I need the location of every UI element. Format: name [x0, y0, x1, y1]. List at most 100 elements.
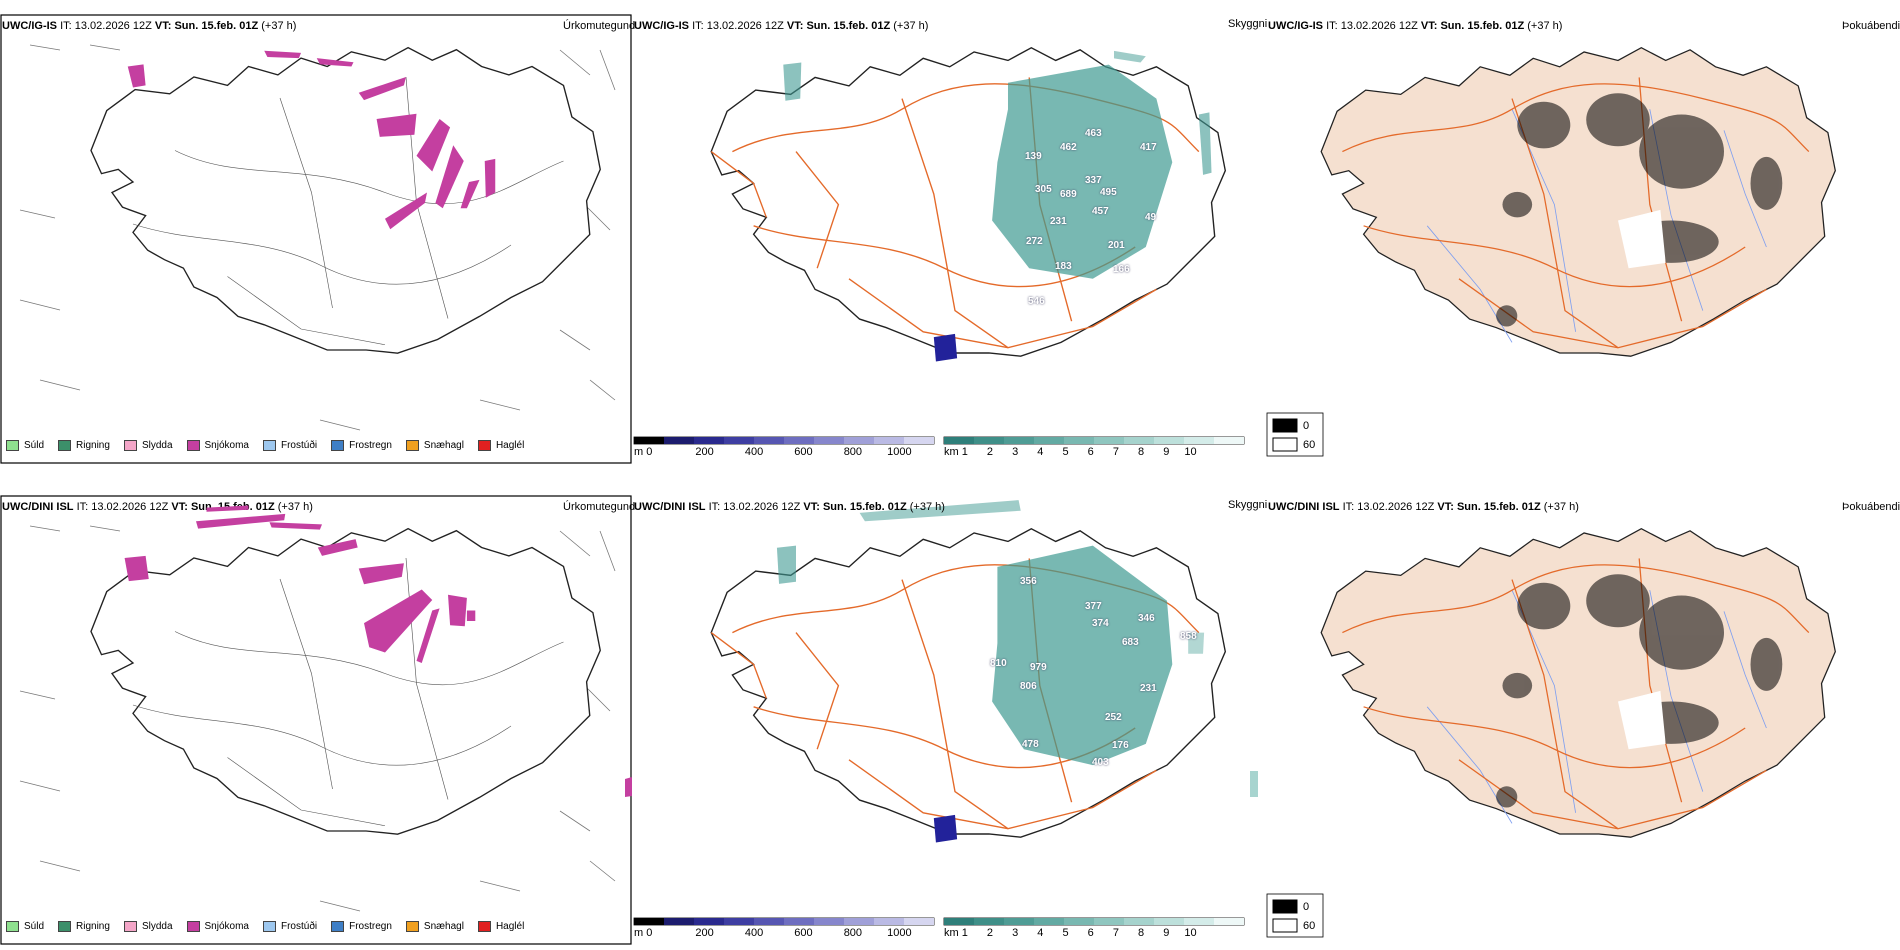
legend-item: Haglél — [477, 440, 524, 451]
cloud-label: 689 — [1060, 189, 1077, 200]
panel-title-fog: Þokuábendi — [1842, 501, 1900, 513]
it-value: 13.02.2026 12Z — [74, 20, 152, 32]
cloud-label: 201 — [1108, 240, 1125, 251]
header-model-info: UWC/IG-IS IT: 13.02.2026 12Z VT: Sun. 15… — [1268, 20, 1562, 32]
legend-item: Frostúði — [262, 921, 317, 932]
header-model-info: UWC/DINI ISL IT: 13.02.2026 12Z VT: Sun.… — [1268, 501, 1579, 513]
low-cloud-area — [992, 64, 1173, 279]
it-value: 13.02.2026 12Z — [1340, 20, 1418, 32]
legend-item: Haglél — [477, 921, 524, 932]
lead-time: (+37 h) — [1527, 20, 1563, 32]
legend-item: Snjókoma — [186, 921, 249, 932]
vt-label: VT: — [154, 20, 172, 32]
row-2-maps — [0, 495, 1836, 945]
it-label: IT: — [692, 20, 704, 32]
fog-legend-60: 60 — [1303, 439, 1316, 451]
vt-value: Sun. 15.feb. 01Z — [174, 20, 259, 32]
it-label: IT: — [708, 501, 721, 513]
cloud-label: 858 — [1180, 631, 1197, 642]
panel-title-visibility: Skyggni — [1228, 18, 1268, 30]
vt-label: VT: — [1420, 20, 1438, 32]
cloud-label: 139 — [1025, 151, 1042, 162]
header-model-info: UWC/IG-IS IT: 13.02.2026 12Z VT: Sun. 15… — [2, 20, 296, 32]
legend-item: Snæhagl — [405, 440, 464, 451]
legend-item: Slydda — [123, 921, 173, 932]
model-name: UWC/IG-IS — [634, 20, 689, 32]
cloud-label: 166 — [1113, 264, 1130, 275]
it-value: 13.02.2026 12Z — [706, 20, 784, 32]
it-label: IT: — [60, 20, 72, 32]
cloud-label: 252 — [1105, 712, 1122, 723]
header-model-info: UWC/IG-IS IT: 13.02.2026 12Z VT: Sun. 15… — [634, 20, 928, 32]
cloud-label: 374 — [1092, 618, 1109, 629]
legend-item: Súld — [6, 921, 44, 932]
panel-title-precip: Úrkomutegund — [563, 501, 636, 513]
vt-label: VT: — [1437, 501, 1454, 513]
legend-item: Súld — [6, 440, 44, 451]
panel-title-visibility: Skyggni — [1228, 499, 1268, 511]
vt-value: Sun. 15.feb. 01Z — [806, 20, 891, 32]
it-value: 13.02.2026 12Z — [723, 501, 801, 513]
visibility-colorbar-labels: km 1 2 3 4 5 6 7 8 9 10 — [944, 927, 1197, 939]
cloud-label: 356 — [1020, 576, 1037, 587]
cloud-label: 231 — [1140, 683, 1157, 694]
vt-label: VT: — [803, 501, 820, 513]
lead-time: (+37 h) — [1543, 501, 1579, 513]
lead-time: (+37 h) — [893, 20, 929, 32]
precip-type-legend: Súld Rigning Slydda Snjókoma Frostúði Fr… — [6, 440, 538, 451]
vt-label: VT: — [171, 501, 188, 513]
cloud-label: 272 — [1026, 236, 1043, 247]
legend-item: Frostregn — [331, 921, 392, 932]
cloud-label: 305 — [1035, 184, 1052, 195]
cloudbase-colorbar-labels: m 0 200 400 600 800 1000 — [634, 446, 912, 458]
cloud-label: 806 — [1020, 681, 1037, 692]
model-name: UWC/DINI ISL — [634, 501, 706, 513]
legend-item: Rigning — [58, 440, 110, 451]
cloud-label: 546 — [1028, 296, 1045, 307]
panel-title-precip: Úrkomutegund — [563, 20, 636, 32]
precip-panel-frame — [0, 14, 632, 464]
cloud-label: 49 — [1145, 212, 1157, 223]
row-1-maps — [0, 14, 1836, 464]
it-label: IT: — [1342, 501, 1355, 513]
header-model-info: UWC/DINI ISL IT: 13.02.2026 12Z VT: Sun.… — [634, 501, 945, 513]
cloud-label: 403 — [1092, 757, 1109, 768]
cloudbase-colorbar-labels: m 0 200 400 600 800 1000 — [634, 927, 912, 939]
it-value: 13.02.2026 12Z — [1357, 501, 1435, 513]
fog-legend-0: 0 — [1303, 420, 1310, 432]
cloud-label: 417 — [1140, 142, 1157, 153]
vt-value: Sun. 15.feb. 01Z — [1440, 20, 1525, 32]
vt-value: Sun. 15.feb. 01Z — [822, 501, 907, 513]
model-name: UWC/DINI ISL — [1268, 501, 1340, 513]
cloud-label: 457 — [1092, 206, 1109, 217]
precip-panel-frame — [0, 495, 632, 945]
iceland-outline — [90, 46, 601, 354]
it-value: 13.02.2026 12Z — [91, 501, 169, 513]
glacier — [1618, 209, 1666, 269]
cloud-label: 683 — [1122, 637, 1139, 648]
cloud-label: 979 — [1030, 662, 1047, 673]
precip-type-legend: Súld Rigning Slydda Snjókoma Frostúði Fr… — [6, 921, 538, 932]
cloud-label: 462 — [1060, 142, 1077, 153]
lead-time: (+37 h) — [277, 501, 313, 513]
visibility-colorbar-labels: km 1 2 3 4 5 6 7 8 9 10 — [944, 446, 1197, 458]
snow-areas — [127, 50, 496, 230]
lead-time: (+37 h) — [909, 501, 945, 513]
legend-item: Rigning — [58, 921, 110, 932]
cloud-label: 463 — [1085, 128, 1102, 139]
cloud-label: 377 — [1085, 601, 1102, 612]
vt-value: Sun. 15.feb. 01Z — [1456, 501, 1541, 513]
legend-item: Frostúði — [262, 440, 317, 451]
cloud-label: 176 — [1112, 740, 1129, 751]
fog-legend-60: 60 — [1303, 920, 1316, 932]
model-name: UWC/IG-IS — [2, 20, 57, 32]
it-label: IT: — [1326, 20, 1338, 32]
cloud-label: 478 — [1022, 739, 1039, 750]
cloud-label: 346 — [1138, 613, 1155, 624]
legend-item: Snjókoma — [186, 440, 249, 451]
legend-item: Frostregn — [331, 440, 392, 451]
vt-label: VT: — [786, 20, 804, 32]
lead-time: (+37 h) — [261, 20, 297, 32]
panel-title-fog: Þokuábendi — [1842, 20, 1900, 32]
cloud-label: 810 — [990, 658, 1007, 669]
